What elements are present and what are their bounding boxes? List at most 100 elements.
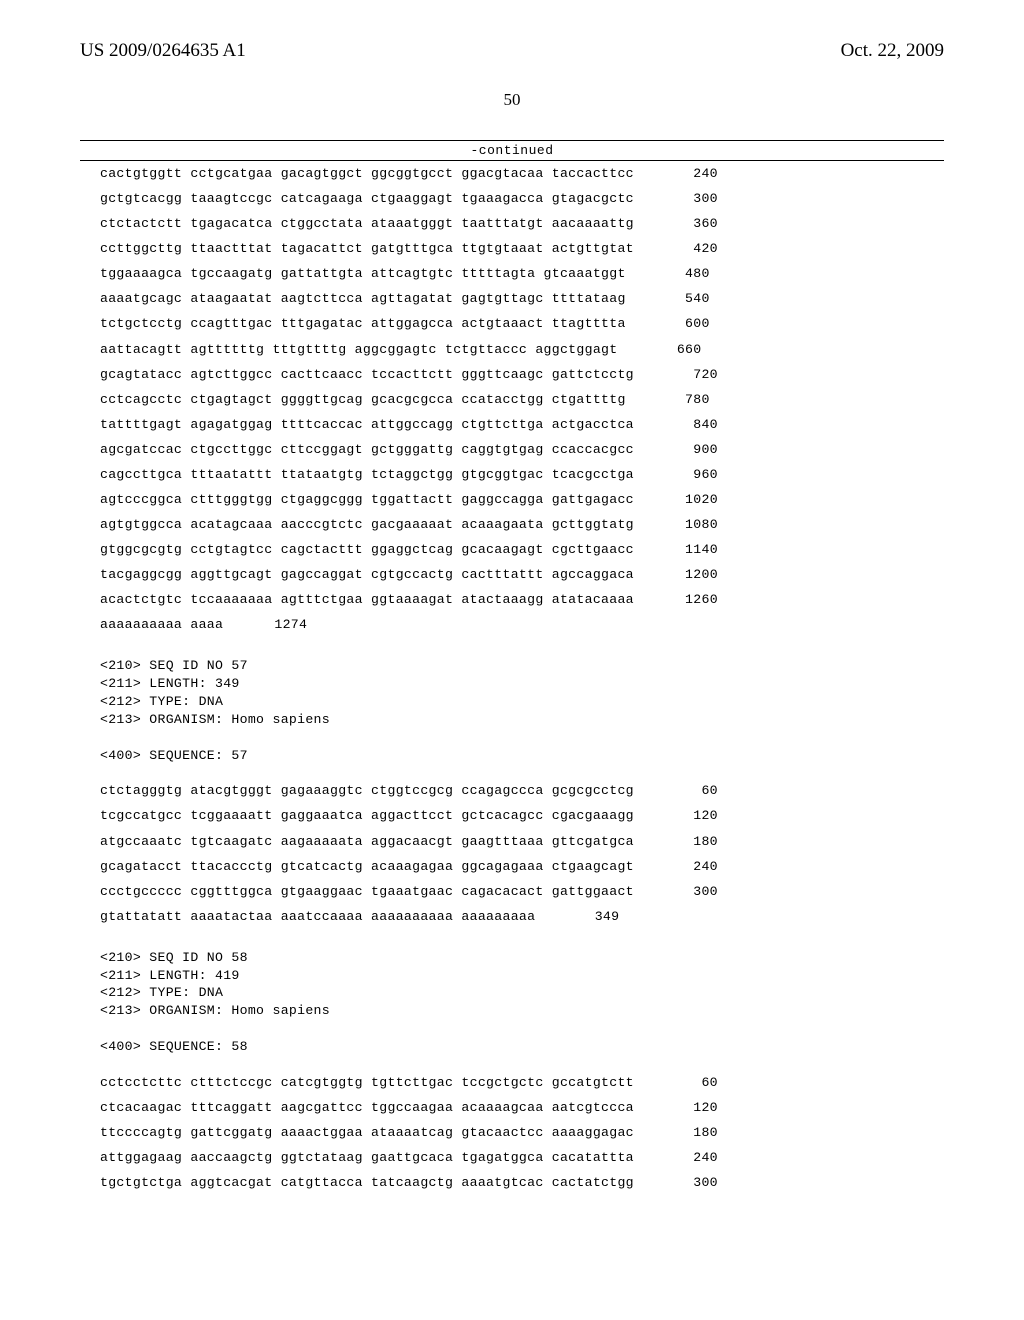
- sequence-line: cctcagcctc ctgagtagct ggggttgcag gcacgcg…: [100, 387, 944, 412]
- sequence-position: 240: [658, 854, 718, 879]
- sequence-position: 349: [559, 904, 619, 929]
- sequence-position: 120: [658, 1095, 718, 1120]
- sequence-position: 60: [658, 1070, 718, 1095]
- sequence-text: gtattatatt aaaatactaa aaatccaaaa aaaaaaa…: [100, 904, 535, 929]
- sequence-line: ttccccagtg gattcggatg aaaactggaa ataaaat…: [100, 1120, 944, 1145]
- sequence-position: 660: [641, 337, 701, 362]
- sequence-text: agcgatccac ctgccttggc cttccggagt gctggga…: [100, 437, 634, 462]
- sequence-line: tggaaaagca tgccaagatg gattattgta attcagt…: [100, 261, 944, 286]
- sequence-position: 900: [658, 437, 718, 462]
- sequence-line: cactgtggtt cctgcatgaa gacagtggct ggcggtg…: [100, 161, 944, 186]
- sequence-position: 240: [658, 161, 718, 186]
- sequence-text: cctcctcttc ctttctccgc catcgtggtg tgttctt…: [100, 1070, 634, 1095]
- sequence-line: gcagatacct ttacaccctg gtcatcactg acaaaga…: [100, 854, 944, 879]
- publication-date: Oct. 22, 2009: [841, 40, 944, 62]
- sequence-position: 180: [658, 829, 718, 854]
- sequence-line: cagccttgca tttaatattt ttataatgtg tctaggc…: [100, 462, 944, 487]
- page-header: US 2009/0264635 A1 Oct. 22, 2009: [80, 40, 944, 62]
- sequence-line: acactctgtc tccaaaaaaa agtttctgaa ggtaaaa…: [100, 587, 944, 612]
- sequence-line: tctgctcctg ccagtttgac tttgagatac attggag…: [100, 311, 944, 336]
- sequence-line: aattacagtt agttttttg tttgttttg aggcggagt…: [100, 337, 944, 362]
- sequence-text: ccttggcttg ttaactttat tagacattct gatgttt…: [100, 236, 634, 261]
- sequence-line: agcgatccac ctgccttggc cttccggagt gctggga…: [100, 437, 944, 462]
- sequence-block-1: cactgtggtt cctgcatgaa gacagtggct ggcggtg…: [100, 161, 944, 637]
- sequence-line: gtggcgcgtg cctgtagtcc cagctacttt ggaggct…: [100, 537, 944, 562]
- sequence-position: 480: [650, 261, 710, 286]
- sequence-line: tgctgtctga aggtcacgat catgttacca tatcaag…: [100, 1170, 944, 1195]
- sequence-line: ctctactctt tgagacatca ctggcctata ataaatg…: [100, 211, 944, 236]
- sequence-position: 300: [658, 879, 718, 904]
- sequence-position: 1020: [658, 487, 718, 512]
- publication-number: US 2009/0264635 A1: [80, 40, 246, 62]
- patent-page: US 2009/0264635 A1 Oct. 22, 2009 50 -con…: [0, 0, 1024, 1320]
- sequence-text: gtggcgcgtg cctgtagtcc cagctacttt ggaggct…: [100, 537, 634, 562]
- sequence-text: ccctgccccc cggtttggca gtgaaggaac tgaaatg…: [100, 879, 634, 904]
- sequence-text: tctgctcctg ccagtttgac tttgagatac attggag…: [100, 311, 626, 336]
- sequence-line: agtcccggca ctttgggtgg ctgaggcggg tggatta…: [100, 487, 944, 512]
- seq-meta-58: <210> SEQ ID NO 58 <211> LENGTH: 419 <21…: [100, 949, 944, 1056]
- sequence-text: attggagaag aaccaagctg ggtctataag gaattgc…: [100, 1145, 634, 1170]
- sequence-line: ccttggcttg ttaactttat tagacattct gatgttt…: [100, 236, 944, 261]
- sequence-position: 420: [658, 236, 718, 261]
- sequence-text: tcgccatgcc tcggaaaatt gaggaaatca aggactt…: [100, 803, 634, 828]
- sequence-text: aaaatgcagc ataagaatat aagtcttcca agttaga…: [100, 286, 626, 311]
- sequence-position: 1140: [658, 537, 718, 562]
- sequence-text: gcagatacct ttacaccctg gtcatcactg acaaaga…: [100, 854, 634, 879]
- sequence-position: 1200: [658, 562, 718, 587]
- sequence-block-57: ctctagggtg atacgtgggt gagaaaggtc ctggtcc…: [100, 778, 944, 928]
- sequence-line: aaaaaaaaaa aaaa 1274: [100, 612, 944, 637]
- sequence-position: 960: [658, 462, 718, 487]
- sequence-line: gctgtcacgg taaagtccgc catcagaaga ctgaagg…: [100, 186, 944, 211]
- sequence-position: 1080: [658, 512, 718, 537]
- sequence-line: atgccaaatc tgtcaagatc aagaaaaata aggacaa…: [100, 829, 944, 854]
- sequence-line: ctcacaagac tttcaggatt aagcgattcc tggccaa…: [100, 1095, 944, 1120]
- sequence-text: tattttgagt agagatggag ttttcaccac attggcc…: [100, 412, 634, 437]
- sequence-position: 60: [658, 778, 718, 803]
- sequence-line: tcgccatgcc tcggaaaatt gaggaaatca aggactt…: [100, 803, 944, 828]
- sequence-text: tggaaaagca tgccaagatg gattattgta attcagt…: [100, 261, 626, 286]
- sequence-text: cctcagcctc ctgagtagct ggggttgcag gcacgcg…: [100, 387, 626, 412]
- sequence-text: cagccttgca tttaatattt ttataatgtg tctaggc…: [100, 462, 634, 487]
- sequence-text: ctctactctt tgagacatca ctggcctata ataaatg…: [100, 211, 634, 236]
- sequence-position: 540: [650, 286, 710, 311]
- sequence-position: 840: [658, 412, 718, 437]
- top-rule: [80, 140, 944, 141]
- sequence-position: 360: [658, 211, 718, 236]
- sequence-text: aaaaaaaaaa aaaa: [100, 612, 223, 637]
- sequence-position: 1274: [247, 612, 307, 637]
- sequence-position: 720: [658, 362, 718, 387]
- sequence-line: attggagaag aaccaagctg ggtctataag gaattgc…: [100, 1145, 944, 1170]
- sequence-line: gtattatatt aaaatactaa aaatccaaaa aaaaaaa…: [100, 904, 944, 929]
- sequence-line: aaaatgcagc ataagaatat aagtcttcca agttaga…: [100, 286, 944, 311]
- sequence-text: gcagtatacc agtcttggcc cacttcaacc tccactt…: [100, 362, 634, 387]
- sequence-position: 120: [658, 803, 718, 828]
- seq-meta-57: <210> SEQ ID NO 57 <211> LENGTH: 349 <21…: [100, 657, 944, 764]
- sequence-text: ttccccagtg gattcggatg aaaactggaa ataaaat…: [100, 1120, 634, 1145]
- sequence-position: 1260: [658, 587, 718, 612]
- sequence-text: atgccaaatc tgtcaagatc aagaaaaata aggacaa…: [100, 829, 634, 854]
- sequence-line: gcagtatacc agtcttggcc cacttcaacc tccactt…: [100, 362, 944, 387]
- sequence-position: 300: [658, 1170, 718, 1195]
- sequence-text: ctctagggtg atacgtgggt gagaaaggtc ctggtcc…: [100, 778, 634, 803]
- sequence-line: tattttgagt agagatggag ttttcaccac attggcc…: [100, 412, 944, 437]
- sequence-position: 300: [658, 186, 718, 211]
- sequence-line: cctcctcttc ctttctccgc catcgtggtg tgttctt…: [100, 1070, 944, 1095]
- sequence-text: acactctgtc tccaaaaaaa agtttctgaa ggtaaaa…: [100, 587, 634, 612]
- sequence-text: tgctgtctga aggtcacgat catgttacca tatcaag…: [100, 1170, 634, 1195]
- continued-label: -continued: [80, 143, 944, 158]
- sequence-text: gctgtcacgg taaagtccgc catcagaaga ctgaagg…: [100, 186, 634, 211]
- sequence-position: 600: [650, 311, 710, 336]
- sequence-line: ctctagggtg atacgtgggt gagaaaggtc ctggtcc…: [100, 778, 944, 803]
- sequence-text: cactgtggtt cctgcatgaa gacagtggct ggcggtg…: [100, 161, 634, 186]
- sequence-text: aattacagtt agttttttg tttgttttg aggcggagt…: [100, 337, 617, 362]
- sequence-text: agtgtggcca acatagcaaa aacccgtctc gacgaaa…: [100, 512, 634, 537]
- sequence-position: 780: [650, 387, 710, 412]
- page-number: 50: [80, 90, 944, 110]
- sequence-text: ctcacaagac tttcaggatt aagcgattcc tggccaa…: [100, 1095, 634, 1120]
- sequence-text: agtcccggca ctttgggtgg ctgaggcggg tggatta…: [100, 487, 634, 512]
- sequence-position: 240: [658, 1145, 718, 1170]
- sequence-block-58: cctcctcttc ctttctccgc catcgtggtg tgttctt…: [100, 1070, 944, 1195]
- sequence-line: tacgaggcgg aggttgcagt gagccaggat cgtgcca…: [100, 562, 944, 587]
- sequence-position: 180: [658, 1120, 718, 1145]
- sequence-text: tacgaggcgg aggttgcagt gagccaggat cgtgcca…: [100, 562, 634, 587]
